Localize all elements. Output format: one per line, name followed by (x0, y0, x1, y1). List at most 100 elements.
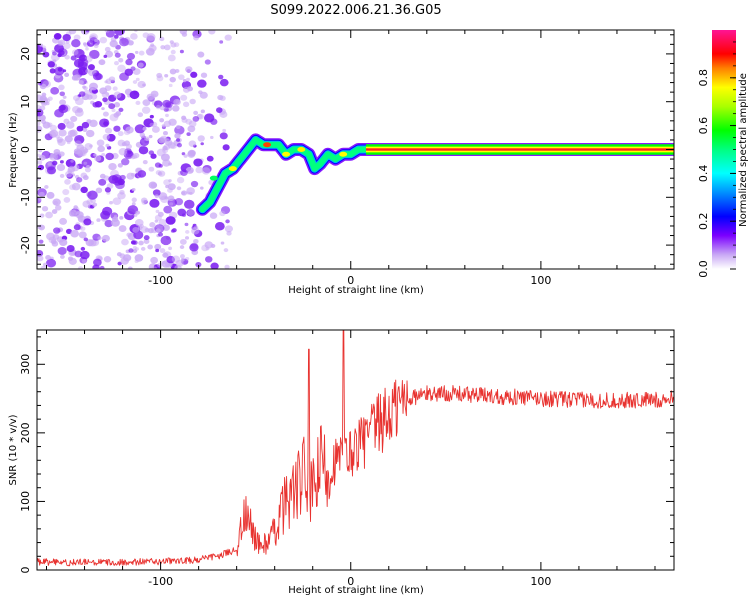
spectrum-noise-blob (93, 258, 102, 267)
colorbar-tick-label: 0.0 (697, 260, 710, 278)
spectrum-noise-blob (197, 135, 205, 142)
spectrum-noise-blob (84, 167, 91, 173)
spectrum-hotspot (228, 166, 237, 172)
spectrum-noise-blob (159, 118, 165, 123)
snr-plot-area (37, 330, 674, 567)
spectrum-noise-blob (60, 254, 65, 259)
spectrum-noise-blob (112, 197, 122, 205)
spectrum-noise-blob (210, 262, 219, 269)
spectrum-hotspot (209, 175, 218, 181)
spectrum-noise-blob (165, 113, 169, 118)
spectrum-noise-blob (113, 34, 119, 39)
spectrum-noise-blob (81, 158, 93, 168)
spectrum-noise-blob (139, 132, 146, 138)
spectrum-noise-blob (127, 205, 139, 215)
spectrum-noise-blob (152, 189, 161, 197)
spectrum-noise-blob (180, 254, 185, 259)
spectrum-hotspot (282, 151, 291, 157)
spectrum-noise-blob (89, 82, 98, 91)
spectrum-noise-blob (99, 87, 108, 95)
spectrum-noise-blob (190, 71, 198, 78)
spectrum-noise-blob (52, 198, 61, 206)
spectrum-noise-blob (179, 30, 188, 35)
spectrum-noise-blob (108, 175, 119, 184)
snr-ylabel: SNR (10 * v/v) (8, 414, 19, 485)
spectrum-noise-blob (105, 50, 114, 58)
spectrum-noise-blob (187, 209, 195, 216)
spectrum-noise-blob (224, 34, 232, 41)
spectrum-noise-blob (87, 190, 98, 200)
spectrum-noise-blob (162, 224, 170, 231)
spectrum-noise-blob (160, 135, 168, 143)
spectrum-noise-blob (218, 74, 224, 80)
spectrogram-ytick-label: 0 (19, 146, 32, 153)
spectrum-noise-blob (181, 115, 187, 121)
spectrum-noise-blob (119, 37, 129, 47)
spectrum-noise-blob (224, 225, 234, 233)
spectrum-noise-blob (161, 124, 166, 128)
spectrum-noise-blob (149, 122, 155, 128)
spectrum-noise-blob (133, 213, 138, 217)
spectrum-noise-blob (96, 218, 101, 222)
spectrum-noise-blob (154, 194, 159, 198)
spectrum-noise-blob (132, 245, 137, 250)
spectrum-noise-blob (81, 259, 87, 264)
spectrum-noise-blob (162, 131, 168, 136)
spectrum-noise-blob (76, 177, 83, 183)
spectrum-noise-blob (130, 33, 138, 40)
spectrum-noise-blob (219, 210, 226, 217)
spectrum-noise-blob (94, 155, 102, 162)
spectrum-noise-blob (220, 241, 225, 245)
spectrum-noise-blob (193, 35, 200, 41)
spectrum-noise-blob (174, 198, 184, 206)
spectrum-noise-blob (154, 162, 162, 168)
spectrum-noise-blob (134, 30, 138, 33)
spectrum-noise-blob (104, 30, 110, 33)
spectrum-noise-blob (142, 83, 146, 87)
spectrum-hotspot (263, 142, 272, 148)
spectrum-noise-blob (168, 162, 172, 166)
spectrum-noise-blob (137, 225, 143, 230)
spectrum-noise-blob (193, 238, 199, 244)
spectrum-noise-blob (131, 187, 136, 192)
spectrum-noise-blob (185, 257, 190, 261)
spectrum-noise-blob (177, 208, 187, 217)
spectrum-noise-blob (105, 143, 110, 148)
spectrum-noise-blob (77, 61, 88, 70)
spectrum-noise-blob (179, 238, 187, 245)
spectrum-noise-blob (162, 99, 172, 108)
spectrum-noise-blob (125, 58, 133, 66)
spectrum-noise-blob (52, 51, 57, 56)
spectrum-noise-blob (205, 256, 213, 263)
spectrum-noise-blob (128, 248, 134, 253)
snr-series-line (37, 330, 674, 567)
spectrum-noise-blob (145, 137, 150, 141)
spectrum-noise-blob (84, 143, 93, 150)
spectrum-noise-blob (121, 238, 129, 246)
spectrum-noise-blob (108, 162, 117, 171)
snr-ytick-label: 100 (19, 491, 32, 512)
spectrum-noise-blob (169, 40, 174, 44)
spectrum-noise-blob (180, 94, 188, 101)
spectrum-noise-blob (150, 90, 159, 98)
spectrum-noise-blob (38, 239, 44, 244)
spectrum-noise-blob (78, 91, 86, 97)
spectrum-noise-blob (58, 84, 65, 91)
spectrum-noise-blob (132, 240, 138, 245)
spectrum-noise-blob (150, 153, 157, 159)
spectrum-noise-blob (190, 180, 199, 188)
spectrum-noise-blob (191, 227, 200, 235)
spectrum-noise-blob (76, 125, 84, 132)
spectrum-noise-blob (70, 55, 77, 61)
spectrum-noise-blob (214, 222, 225, 231)
spectrum-noise-blob (125, 126, 134, 134)
spectrum-noise-blob (167, 54, 176, 62)
spectrum-noise-blob (47, 96, 53, 101)
spectrum-noise-blob (69, 184, 76, 191)
snr-ytick-label: 300 (19, 354, 32, 375)
spectrum-noise-blob (37, 160, 43, 165)
spectrogram-ytick-label: -20 (19, 236, 32, 254)
spectrum-noise-blob (135, 77, 140, 82)
spectrum-noise-blob (115, 111, 122, 117)
